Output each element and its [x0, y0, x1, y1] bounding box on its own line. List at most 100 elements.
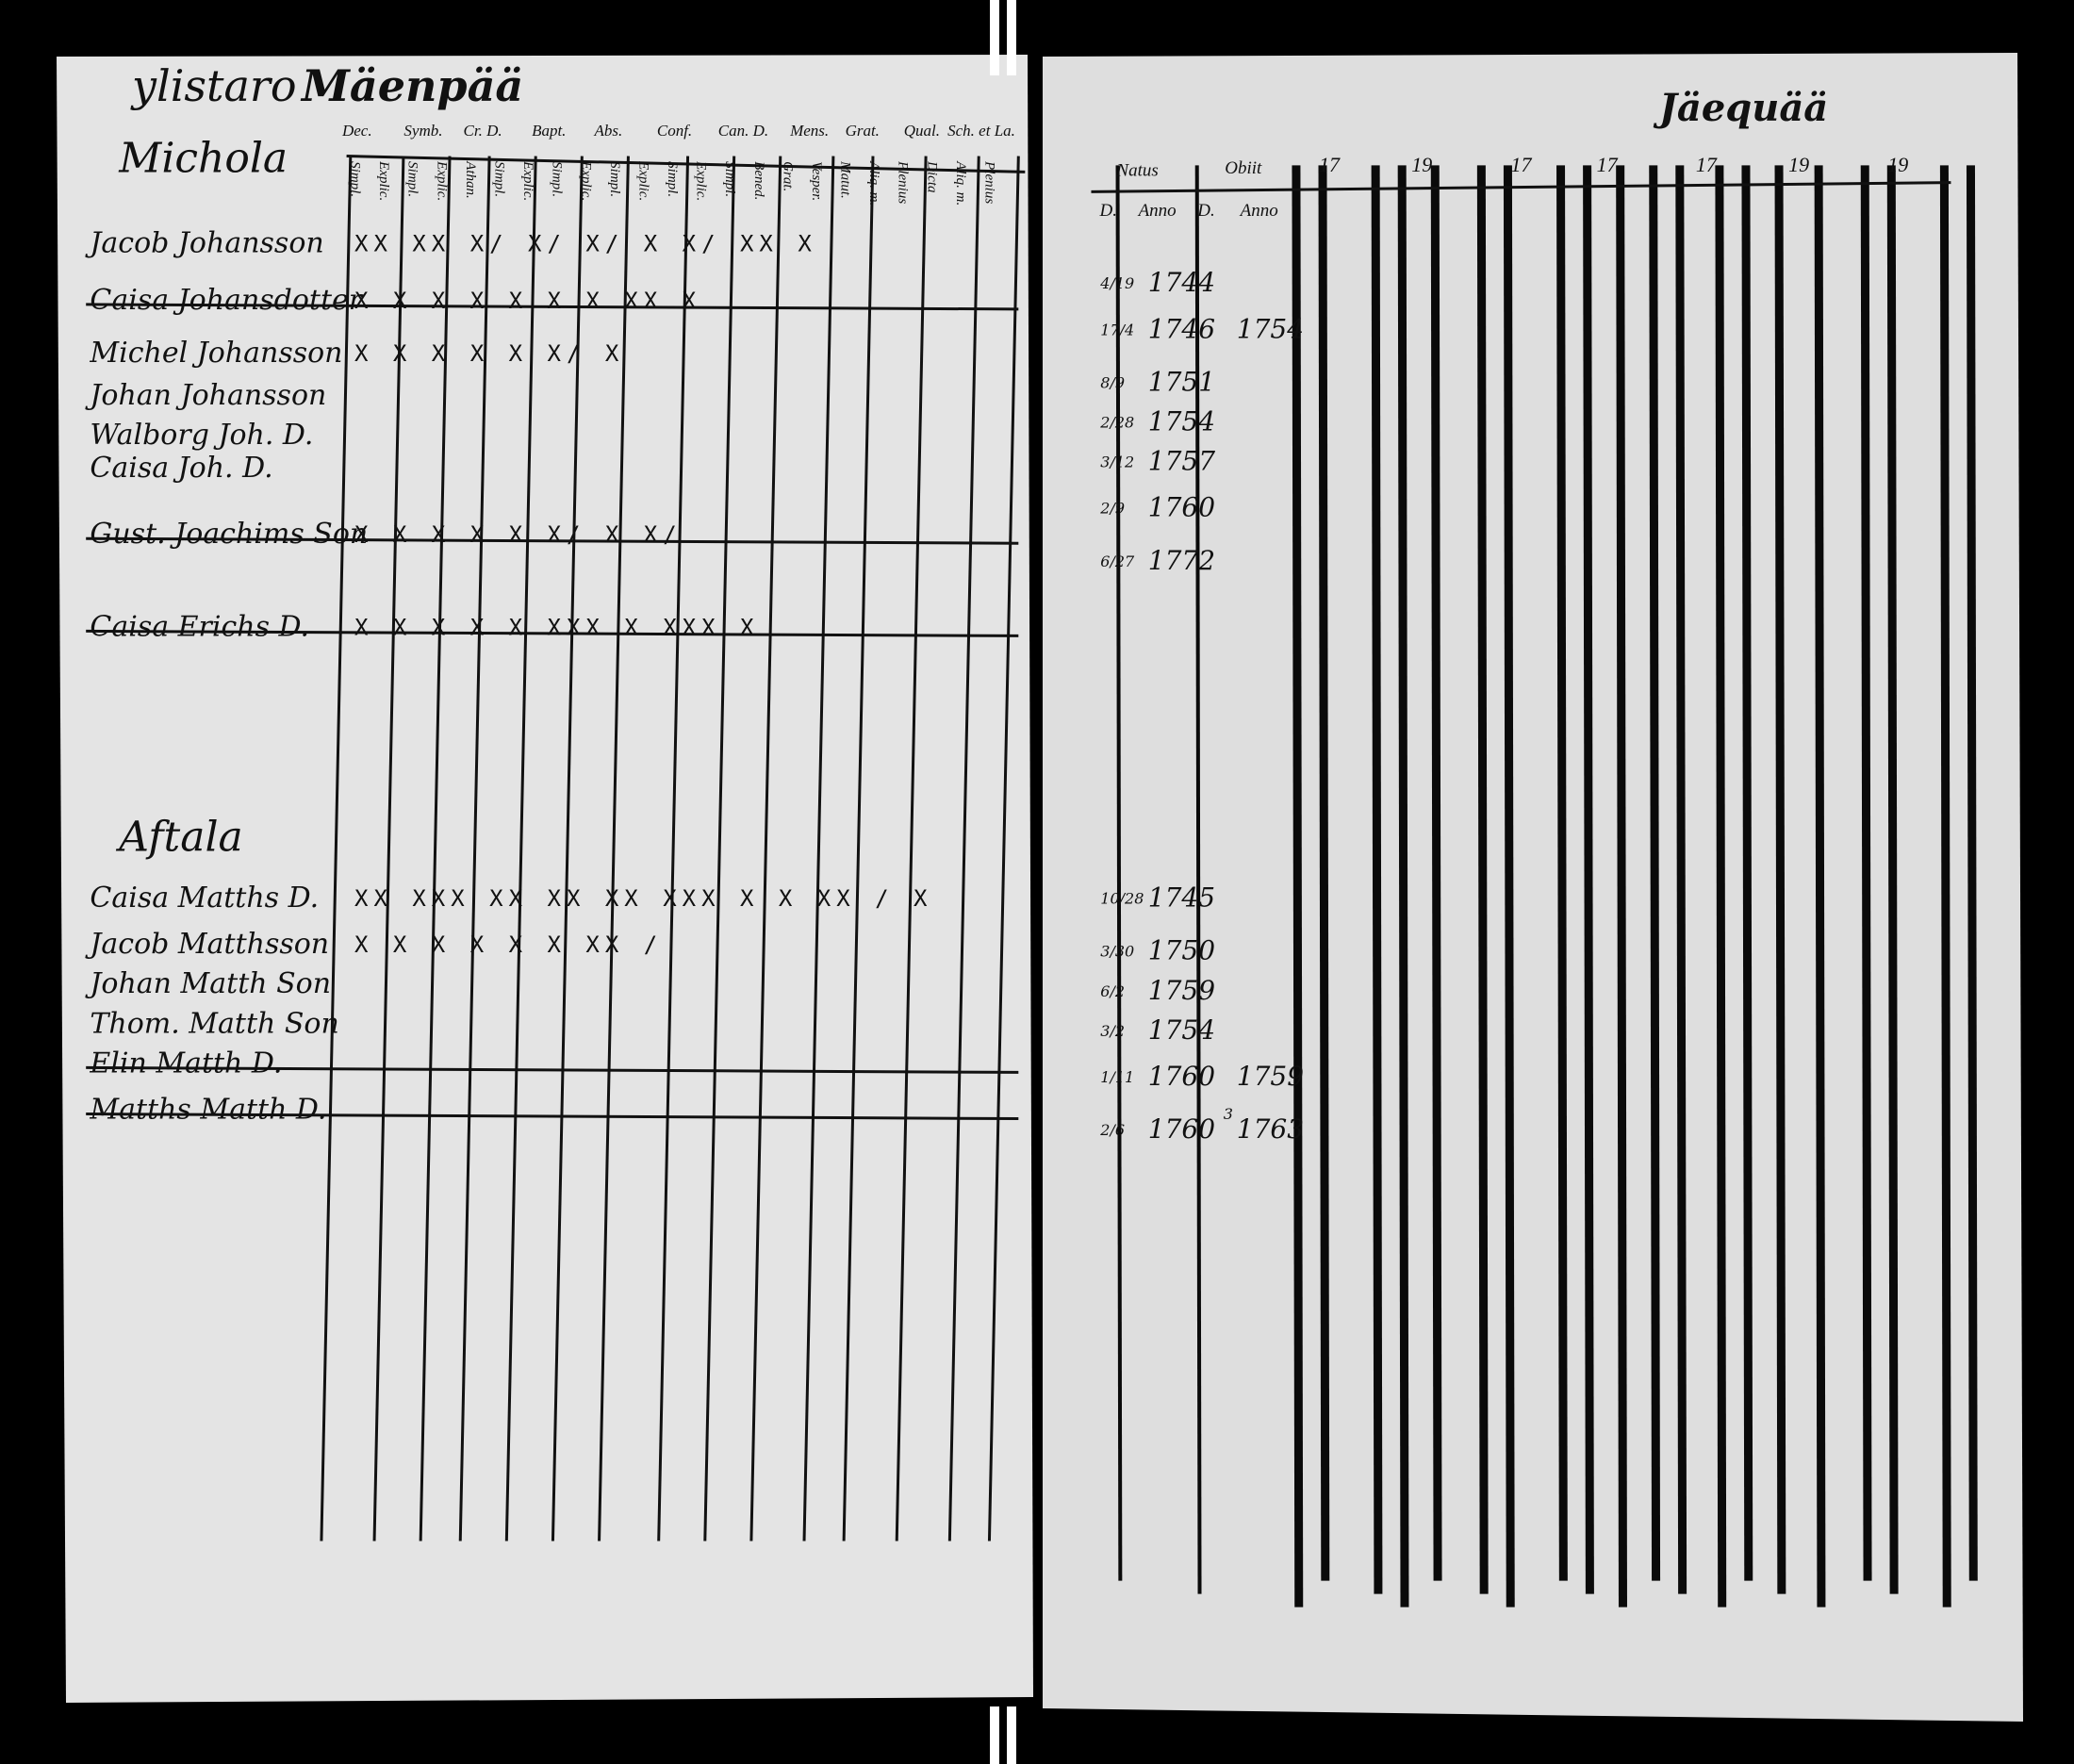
decade-heading: 17	[1696, 153, 1718, 176]
column-group: Abs.	[594, 122, 623, 140]
left-page	[57, 55, 1033, 1703]
strike-line	[86, 629, 1019, 637]
column-rule	[1292, 165, 1304, 1607]
column-group: Bapt.	[532, 122, 566, 140]
column-rule	[749, 156, 782, 1541]
decade-heading: 19	[1887, 153, 1908, 176]
birth-day: 8/9	[1100, 373, 1125, 391]
column-rule	[1860, 165, 1872, 1581]
birth-day: 2/9	[1099, 500, 1125, 518]
film-mark	[990, 0, 999, 75]
column-rule	[1194, 165, 1202, 1594]
catechism-marks: X X X X X X XX /	[354, 931, 663, 958]
film-mark	[1007, 1706, 1016, 1764]
column-rule	[1115, 165, 1123, 1581]
column-rule	[1649, 165, 1661, 1581]
column-subheading: Vesper.	[809, 161, 824, 201]
column-rule	[1741, 165, 1753, 1581]
person-name: Jacob Matthsson	[84, 928, 329, 961]
column-subheading: Explic.	[578, 160, 593, 201]
column-subheading: Bened.	[751, 161, 766, 200]
column-rule	[1503, 165, 1515, 1607]
person-name: Gust. Joachims Son	[90, 518, 368, 551]
birth-year: 1745	[1148, 882, 1215, 914]
right-heading: Anno	[1239, 201, 1278, 221]
column-subheading: Explic.	[694, 160, 709, 201]
column-group: Symb.	[403, 122, 442, 140]
column-rule	[1430, 165, 1442, 1581]
column-rule	[1583, 165, 1594, 1594]
column-group: Can. D.	[718, 122, 768, 140]
column-rule	[895, 156, 928, 1541]
column-group: Qual.	[904, 122, 940, 140]
column-rule	[1939, 165, 1951, 1607]
column-rule	[1397, 165, 1409, 1607]
death-year: 1759	[1237, 1061, 1304, 1092]
birth-day: 3/2	[1100, 1022, 1125, 1040]
column-rule	[1318, 165, 1330, 1581]
person-name: Caisa Joh. D.	[90, 452, 272, 485]
column-group: Conf.	[657, 122, 692, 140]
birth-year: 1760	[1148, 492, 1215, 523]
person-name: Johan Johansson	[84, 379, 326, 412]
death-year: 1763	[1237, 1113, 1304, 1145]
birth-day: 3/12	[1100, 453, 1134, 471]
column-rule	[947, 156, 980, 1541]
column-rule	[1715, 165, 1727, 1607]
birth-year: 1754	[1148, 1014, 1215, 1046]
column-rule	[1886, 165, 1899, 1594]
birth-day: 2/28	[1099, 413, 1134, 431]
person-name: Caisa Matths D.	[90, 882, 319, 915]
column-subheading: Explic.	[376, 160, 391, 201]
birth-day: 10/28	[1100, 890, 1144, 908]
person-name: Walborg Joh. D.	[90, 419, 313, 452]
strike-line	[86, 1113, 1019, 1121]
film-mark	[990, 1706, 999, 1764]
column-rule	[802, 156, 835, 1541]
column-subheading: Aliq. m.	[953, 160, 968, 206]
right-heading: Anno	[1137, 201, 1177, 221]
column-subheading: Plenius	[896, 160, 911, 204]
birth-day: 2/6	[1099, 1121, 1125, 1139]
person-name: Thom. Matth Son	[90, 1007, 338, 1040]
column-group: Mens.	[789, 122, 829, 140]
column-subheading: Explic.	[635, 160, 650, 201]
person-name: Jacob Johansson	[84, 227, 323, 260]
right-heading: D.	[1098, 201, 1116, 221]
birth-year: 1746	[1148, 313, 1215, 344]
column-rule	[1814, 165, 1826, 1607]
column-subheading: Simpl.	[491, 161, 506, 197]
column-subheading: Aliq. m.	[866, 160, 881, 206]
column-group: Grat.	[846, 122, 880, 140]
column-subheading: Dicta	[924, 160, 939, 192]
person-name: Elin Matth D.	[89, 1047, 282, 1080]
column-rule	[551, 156, 584, 1541]
decade-heading: 19	[1788, 153, 1809, 176]
film-mark	[1007, 0, 1016, 75]
decade-heading: 19	[1411, 153, 1432, 176]
column-subheading: Explic.	[520, 160, 535, 201]
parish: ylistaro	[130, 60, 297, 111]
catechism-marks: X X X X X X X XX X	[354, 288, 701, 314]
column-rule	[504, 156, 537, 1541]
column-rule	[1675, 165, 1687, 1594]
catechism-marks: XX XX X/ X/ X/ X X/ XX X	[354, 231, 817, 257]
birth-year: 1754	[1148, 405, 1215, 437]
right-heading: D.	[1196, 201, 1214, 221]
death-year: 1754	[1237, 313, 1304, 344]
column-subheading: Simpl.	[607, 161, 622, 197]
household-name: Aftala	[115, 813, 243, 861]
header-rule	[346, 155, 1026, 173]
person-name: Michel Johansson	[89, 337, 342, 370]
catechism-marks: X X X X X X/ X X/	[354, 521, 683, 548]
birth-year: 1751	[1148, 366, 1215, 397]
strike-line	[86, 303, 1019, 311]
birth-year: 1772	[1148, 545, 1215, 576]
strike-line	[86, 536, 1019, 545]
birth-year: 1760	[1148, 1113, 1215, 1145]
column-rule	[320, 156, 353, 1541]
person-name: Caisa Johansdotter	[90, 284, 363, 317]
column-rule	[842, 156, 875, 1541]
top-right-note: Jäequää	[1653, 86, 1828, 130]
